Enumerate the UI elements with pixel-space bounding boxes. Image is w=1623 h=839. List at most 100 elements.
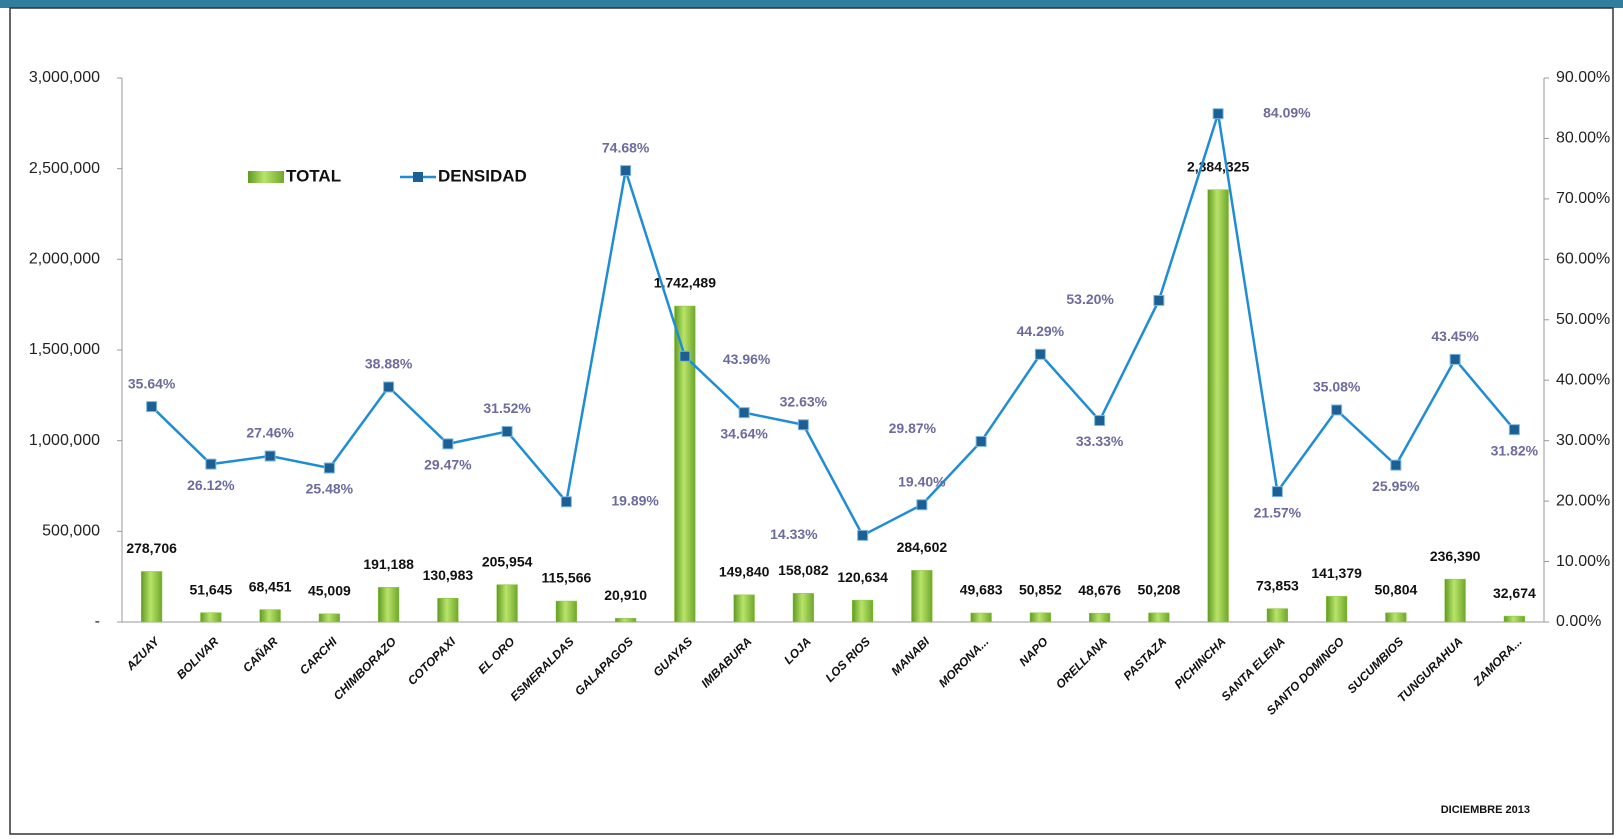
bar — [259, 609, 281, 623]
marker — [1153, 294, 1165, 306]
data-label: 25.95% — [1372, 478, 1420, 494]
marker — [560, 496, 572, 508]
data-label: 35.08% — [1313, 379, 1361, 395]
marker — [857, 529, 869, 541]
bar — [1503, 615, 1525, 623]
bar — [555, 600, 577, 623]
data-label: 278,706 — [126, 540, 177, 556]
data-label: 115,566 — [541, 570, 591, 586]
y-tick-label: 500,000 — [42, 523, 100, 540]
data-label: 49,683 — [960, 582, 1003, 598]
data-label: 141,379 — [1311, 565, 1362, 581]
frame — [9, 7, 1614, 835]
data-label: 48,676 — [1078, 582, 1121, 598]
data-label: 68,451 — [249, 578, 292, 594]
y2-tick-label: 40.00% — [1556, 371, 1610, 388]
data-label: 1,742,489 — [654, 275, 716, 291]
x-tick-label: ZAMORA... — [1470, 634, 1525, 689]
data-label: 35.64% — [128, 375, 176, 391]
bar — [200, 612, 222, 623]
marker — [323, 462, 335, 474]
x-tick-label: LOJA — [781, 634, 814, 667]
marker — [1271, 486, 1283, 498]
data-label: 74.68% — [602, 139, 650, 155]
y-tick-label: 3,000,000 — [29, 69, 100, 86]
bar — [970, 612, 992, 623]
marker — [442, 438, 454, 450]
data-label: 20,910 — [604, 587, 647, 603]
data-label: 19.89% — [611, 492, 659, 508]
legend-label: DENSIDAD — [438, 166, 527, 185]
x-tick-label: PASTAZA — [1121, 634, 1170, 683]
marker — [797, 419, 809, 431]
data-label: 51,645 — [189, 581, 232, 597]
data-label: 14.33% — [770, 526, 818, 542]
legend-label: TOTAL — [286, 166, 341, 185]
y2-tick-label: 70.00% — [1556, 190, 1610, 207]
data-label: 19.40% — [898, 473, 946, 489]
data-label: 21.57% — [1254, 504, 1302, 520]
data-label: 29.87% — [889, 420, 937, 436]
data-label: 44.29% — [1017, 323, 1065, 339]
bar — [1266, 608, 1288, 623]
marker — [205, 458, 217, 470]
y2-tick-label: 20.00% — [1556, 492, 1610, 509]
y-tick-label: 2,000,000 — [29, 251, 100, 268]
data-label: 45,009 — [308, 583, 351, 599]
y2-tick-label: 30.00% — [1556, 432, 1610, 449]
data-label: 2,384,325 — [1187, 158, 1249, 174]
legend-swatch — [413, 172, 423, 182]
data-label: 38.88% — [365, 356, 413, 372]
data-label: 284,602 — [897, 539, 948, 555]
bar — [318, 613, 340, 623]
x-tick-label: AZUAY — [123, 634, 163, 674]
data-label: 50,208 — [1137, 582, 1180, 598]
data-label: 73,853 — [1256, 577, 1299, 593]
data-label: 84.09% — [1263, 104, 1311, 120]
bar — [1207, 189, 1229, 623]
marker — [264, 450, 276, 462]
x-tick-label: LOS RIOS — [823, 634, 873, 684]
bar — [437, 597, 459, 623]
x-tick-label: CHIMBORAZO — [331, 634, 400, 703]
x-tick-label: GUAYAS — [650, 634, 695, 679]
x-tick-label: IMBABURA — [698, 634, 754, 690]
y-tick-label: 1,000,000 — [29, 432, 100, 449]
data-label: 29.47% — [424, 457, 472, 473]
marker — [146, 401, 158, 413]
marker — [1508, 424, 1520, 436]
legend-swatch — [248, 171, 284, 183]
data-label: 50,804 — [1374, 581, 1417, 597]
data-label: 191,188 — [363, 556, 414, 572]
bar — [911, 570, 933, 623]
x-tick-label: NAPO — [1016, 634, 1051, 669]
bar — [1444, 578, 1466, 623]
x-tick-label: ESMERALDAS — [507, 634, 576, 703]
marker — [1034, 348, 1046, 360]
x-tick-label: BOLIVAR — [174, 634, 222, 682]
x-tick-label: PICHINCHA — [1171, 634, 1228, 691]
line — [150, 113, 1516, 538]
data-label: 31.52% — [483, 400, 531, 416]
data-label: 32.63% — [780, 393, 828, 409]
bar — [615, 617, 637, 623]
x-tick-label: MORONA... — [936, 634, 992, 690]
data-label: 25.48% — [306, 481, 354, 497]
y-tick-label: - — [95, 613, 100, 630]
bar — [1385, 612, 1407, 623]
x-tick-label: SUCUMBIOS — [1344, 634, 1406, 696]
data-label: 32,674 — [1493, 585, 1536, 601]
annotation: DICIEMBRE 2013 — [1441, 804, 1530, 816]
data-label: 158,082 — [778, 562, 829, 578]
marker — [1094, 415, 1106, 427]
x-tick-label: COTOPAXI — [405, 634, 459, 688]
marker — [1449, 353, 1461, 365]
bar — [141, 571, 163, 623]
bar — [733, 594, 755, 623]
data-label: 43.96% — [723, 351, 771, 367]
x-tick-label: EL ORO — [475, 634, 518, 677]
data-label: 33.33% — [1076, 433, 1124, 449]
data-label: 53.20% — [1066, 291, 1114, 307]
marker — [1331, 404, 1343, 416]
